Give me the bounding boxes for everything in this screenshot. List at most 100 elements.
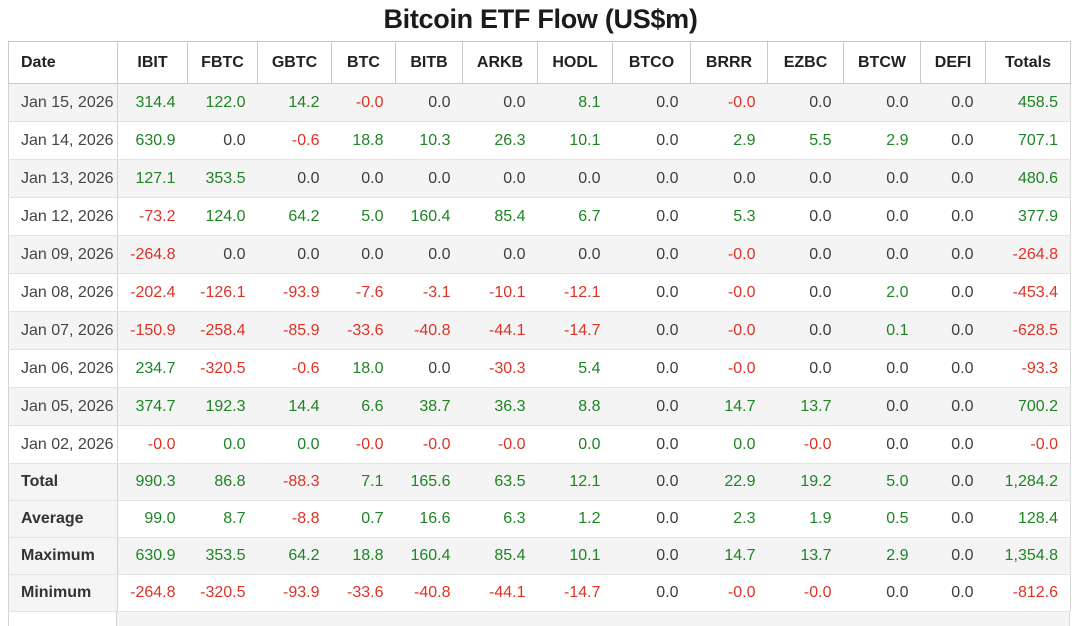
cell-ezbc: 0.0 xyxy=(767,197,844,236)
row-label: Maximum xyxy=(8,537,118,575)
cell-btco: 0.0 xyxy=(612,387,691,426)
cell-totals: 128.4 xyxy=(985,500,1071,538)
cell-btcw: 0.0 xyxy=(843,235,921,274)
cell-ezbc: 19.2 xyxy=(767,463,844,501)
cell-btc: 0.0 xyxy=(331,235,396,274)
cell-ibit: 314.4 xyxy=(117,83,188,122)
cell-btco: 0.0 xyxy=(612,349,691,388)
cell-fbtc: 0.0 xyxy=(187,121,258,160)
date-cell: Jan 05, 2026 xyxy=(8,387,118,426)
column-header-totals: Totals xyxy=(985,41,1071,84)
cell-totals: 1,284.2 xyxy=(985,463,1071,501)
cell-bitb: -0.0 xyxy=(395,425,463,464)
cell-btc: -0.0 xyxy=(331,425,396,464)
header-row: Date IBIT FBTC GBTC BTC BITB ARKB HODL BTCO BRRR E… xyxy=(8,41,1071,84)
cell-ezbc: 0.0 xyxy=(767,311,844,350)
cell-gbtc: -0.6 xyxy=(257,349,332,388)
cell-btco: 0.0 xyxy=(612,500,691,538)
cell-hodl: 0.0 xyxy=(537,159,613,198)
cell-arkb: 63.5 xyxy=(462,463,538,501)
cell-btcw: 2.0 xyxy=(843,273,921,312)
cell-defi: 0.0 xyxy=(920,349,986,388)
cell-gbtc: 0.0 xyxy=(257,159,332,198)
cell-btc: -33.6 xyxy=(331,311,396,350)
cell-hodl: 0.0 xyxy=(537,235,613,274)
table-row: Jan 02, 2026 -0.0 0.0 0.0 -0.0 -0.0 -0.0 0.0 0.0… xyxy=(8,425,1071,464)
cell-btco: 0.0 xyxy=(612,121,691,160)
cell-btc: 5.0 xyxy=(331,197,396,236)
row-label: Minimum xyxy=(8,574,118,612)
cell-defi: 0.0 xyxy=(920,537,986,575)
cell-fbtc: 353.5 xyxy=(187,537,258,575)
table-row: Jan 08, 2026 -202.4 -126.1 -93.9 -7.6 -3.1 -10… xyxy=(8,273,1071,312)
cell-brrr: -0.0 xyxy=(690,235,768,274)
cell-gbtc: -88.3 xyxy=(257,463,332,501)
cell-brrr: 22.9 xyxy=(690,463,768,501)
cell-gbtc: 64.2 xyxy=(257,197,332,236)
cell-hodl: 6.7 xyxy=(537,197,613,236)
cell-defi: 0.0 xyxy=(920,235,986,274)
cell-fbtc: 8.7 xyxy=(187,500,258,538)
clipped-next-row-label-cell xyxy=(8,612,117,626)
column-header-date: Date xyxy=(8,41,118,84)
column-header-btco: BTCO xyxy=(612,41,691,84)
cell-ibit: -264.8 xyxy=(117,235,188,274)
cell-ezbc: 0.0 xyxy=(767,273,844,312)
cell-btc: 18.8 xyxy=(331,537,396,575)
cell-brrr: 0.0 xyxy=(690,425,768,464)
cell-arkb: -44.1 xyxy=(462,574,538,612)
cell-ezbc: 0.0 xyxy=(767,159,844,198)
cell-hodl: 12.1 xyxy=(537,463,613,501)
cell-ibit: -150.9 xyxy=(117,311,188,350)
cell-arkb: 0.0 xyxy=(462,83,538,122)
clipped-next-row-cells xyxy=(117,612,1070,626)
summary-row: Average 99.0 8.7 -8.8 0.7 16.6 6.3 1.2 0.0 2.3 1.9… xyxy=(8,500,1071,538)
cell-fbtc: -320.5 xyxy=(187,574,258,612)
cell-fbtc: -258.4 xyxy=(187,311,258,350)
cell-hodl: 10.1 xyxy=(537,121,613,160)
cell-arkb: -30.3 xyxy=(462,349,538,388)
cell-bitb: 0.0 xyxy=(395,159,463,198)
cell-btcw: 0.0 xyxy=(843,425,921,464)
column-header-bitb: BITB xyxy=(395,41,463,84)
table-row: Jan 14, 2026 630.9 0.0 -0.6 18.8 10.3 26.3 10.1… xyxy=(8,121,1071,160)
cell-ibit: 127.1 xyxy=(117,159,188,198)
cell-bitb: 160.4 xyxy=(395,197,463,236)
cell-brrr: 5.3 xyxy=(690,197,768,236)
cell-defi: 0.0 xyxy=(920,83,986,122)
cell-ezbc: 13.7 xyxy=(767,537,844,575)
cell-fbtc: -320.5 xyxy=(187,349,258,388)
cell-btc: -0.0 xyxy=(331,83,396,122)
column-header-btcw: BTCW xyxy=(843,41,921,84)
cell-totals: 707.1 xyxy=(985,121,1071,160)
column-header-arkb: ARKB xyxy=(462,41,538,84)
table-row: Jan 06, 2026 234.7 -320.5 -0.6 18.0 0.0 -30.3 5… xyxy=(8,349,1071,388)
cell-bitb: 38.7 xyxy=(395,387,463,426)
cell-btcw: 0.5 xyxy=(843,500,921,538)
cell-ibit: 99.0 xyxy=(117,500,188,538)
cell-arkb: 36.3 xyxy=(462,387,538,426)
column-header-ezbc: EZBC xyxy=(767,41,844,84)
column-header-fbtc: FBTC xyxy=(187,41,258,84)
cell-ezbc: 0.0 xyxy=(767,349,844,388)
cell-hodl: -14.7 xyxy=(537,311,613,350)
cell-btc: -33.6 xyxy=(331,574,396,612)
cell-arkb: 6.3 xyxy=(462,500,538,538)
cell-btcw: 0.0 xyxy=(843,197,921,236)
cell-btco: 0.0 xyxy=(612,273,691,312)
cell-arkb: -0.0 xyxy=(462,425,538,464)
cell-hodl: 1.2 xyxy=(537,500,613,538)
cell-hodl: 10.1 xyxy=(537,537,613,575)
cell-arkb: 85.4 xyxy=(462,197,538,236)
cell-fbtc: 124.0 xyxy=(187,197,258,236)
cell-btc: 7.1 xyxy=(331,463,396,501)
date-cell: Jan 08, 2026 xyxy=(8,273,118,312)
date-cell: Jan 07, 2026 xyxy=(8,311,118,350)
cell-defi: 0.0 xyxy=(920,387,986,426)
cell-hodl: 8.1 xyxy=(537,83,613,122)
cell-ezbc: -0.0 xyxy=(767,425,844,464)
cell-bitb: 160.4 xyxy=(395,537,463,575)
cell-brrr: 0.0 xyxy=(690,159,768,198)
cell-btc: -7.6 xyxy=(331,273,396,312)
cell-brrr: 2.3 xyxy=(690,500,768,538)
